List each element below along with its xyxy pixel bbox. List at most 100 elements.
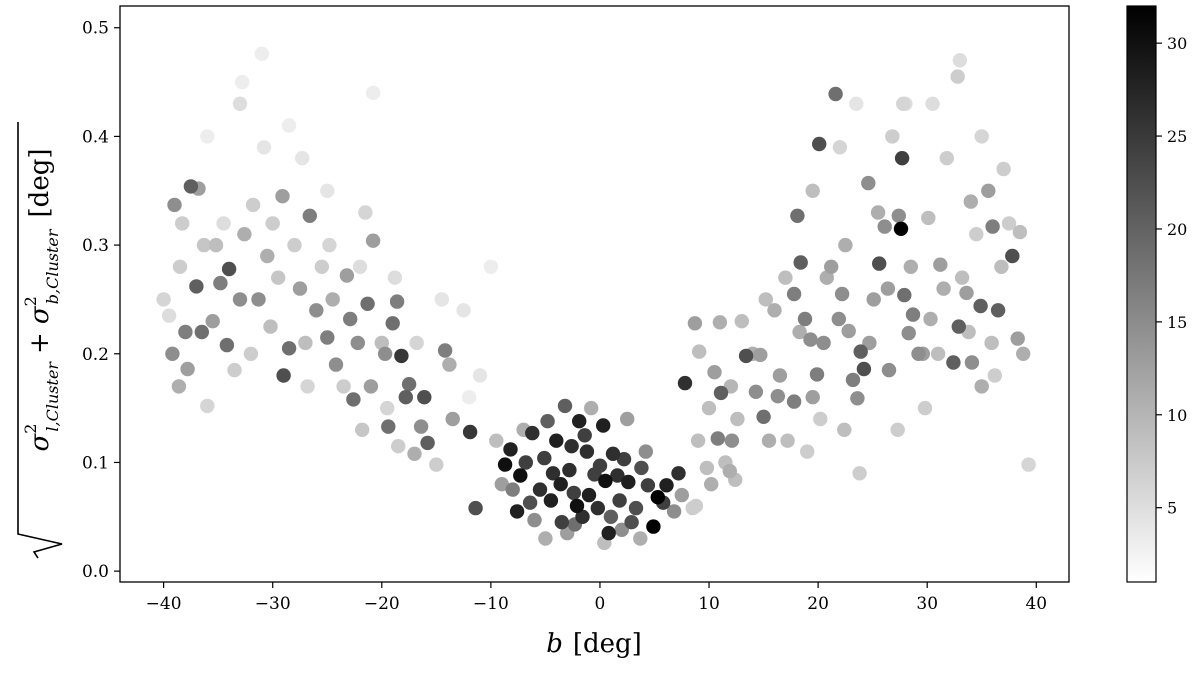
data-point xyxy=(984,335,999,351)
data-point xyxy=(328,357,344,372)
data-point xyxy=(621,474,636,490)
data-point xyxy=(713,385,729,401)
data-point xyxy=(634,460,649,476)
data-point xyxy=(336,379,351,394)
data-point xyxy=(227,362,242,378)
data-point xyxy=(445,411,460,427)
data-point xyxy=(417,390,432,405)
data-point xyxy=(292,281,308,296)
data-point xyxy=(503,442,518,457)
data-point xyxy=(380,400,395,416)
data-point xyxy=(409,335,424,351)
data-point xyxy=(271,270,286,285)
data-point xyxy=(793,255,808,270)
data-point xyxy=(772,368,788,383)
x-tick-label: −40 xyxy=(146,594,182,614)
data-point xyxy=(758,292,773,307)
data-point xyxy=(461,390,477,405)
data-point xyxy=(456,303,471,318)
data-point xyxy=(196,237,212,253)
data-point xyxy=(616,452,632,467)
data-point xyxy=(946,355,961,370)
data-point xyxy=(592,458,608,473)
data-point xyxy=(969,227,984,242)
y-axis-sup-l: 2 xyxy=(21,424,40,434)
data-point xyxy=(598,473,613,489)
data-point xyxy=(175,216,190,231)
data-point xyxy=(803,332,818,347)
data-point xyxy=(800,444,815,459)
data-point xyxy=(753,347,768,363)
data-point xyxy=(281,341,297,356)
data-point xyxy=(554,515,569,530)
data-point xyxy=(748,384,764,399)
data-point xyxy=(505,482,520,497)
data-point xyxy=(964,355,980,370)
data-point xyxy=(320,330,335,345)
data-point xyxy=(235,74,250,90)
data-point xyxy=(601,525,616,541)
data-point xyxy=(413,419,429,434)
data-point xyxy=(358,205,373,220)
data-point xyxy=(894,151,910,166)
x-tick-label: −20 xyxy=(364,594,400,614)
data-point xyxy=(612,493,627,508)
data-point xyxy=(254,46,269,61)
data-point xyxy=(562,462,577,478)
data-point xyxy=(360,296,375,311)
data-point xyxy=(557,398,573,414)
data-point xyxy=(200,129,215,144)
data-point xyxy=(391,439,406,454)
data-point xyxy=(322,237,337,253)
data-point xyxy=(936,281,951,296)
data-point xyxy=(959,285,974,301)
data-point xyxy=(314,259,329,274)
data-point xyxy=(633,531,648,546)
data-point xyxy=(183,179,199,194)
x-axis-unit: [deg] xyxy=(573,629,642,659)
data-point xyxy=(256,140,272,155)
data-point xyxy=(178,324,193,340)
data-point xyxy=(933,257,948,272)
data-point xyxy=(566,485,581,501)
data-point xyxy=(688,498,704,514)
data-point xyxy=(780,433,795,448)
data-point xyxy=(513,468,528,483)
data-point xyxy=(389,294,405,309)
data-point xyxy=(276,368,291,383)
data-point xyxy=(952,53,968,68)
data-point xyxy=(540,414,555,429)
y-tick-label: 0.5 xyxy=(82,19,109,39)
data-point xyxy=(730,411,745,427)
data-point xyxy=(298,335,313,351)
data-point xyxy=(1001,216,1017,231)
svg-text:σ2l,Cluster+σ2b,Cluster[deg]: σ2 l,Cluster+σ2 b,Cluster[deg] xyxy=(21,148,62,451)
data-point xyxy=(797,311,813,327)
data-point xyxy=(522,495,538,510)
data-point xyxy=(897,287,912,303)
colorbar-tick-label: 15 xyxy=(1167,313,1187,332)
data-point xyxy=(213,275,228,291)
data-point xyxy=(786,394,802,409)
data-point xyxy=(974,129,989,144)
data-point xyxy=(385,316,400,331)
data-point xyxy=(930,346,946,361)
data-point xyxy=(809,367,825,382)
data-point xyxy=(401,377,417,392)
data-point xyxy=(232,96,248,112)
data-point xyxy=(325,292,340,307)
data-point xyxy=(603,509,619,524)
y-axis-sigma-l: σ xyxy=(25,433,55,452)
data-point xyxy=(468,500,483,516)
data-point xyxy=(525,425,540,441)
data-point xyxy=(265,216,280,231)
data-point xyxy=(232,292,248,307)
data-point xyxy=(778,270,793,285)
data-point xyxy=(605,446,621,461)
colorbar xyxy=(1126,5,1157,583)
data-point xyxy=(872,256,887,271)
data-point xyxy=(1016,346,1031,361)
data-point xyxy=(666,504,682,519)
